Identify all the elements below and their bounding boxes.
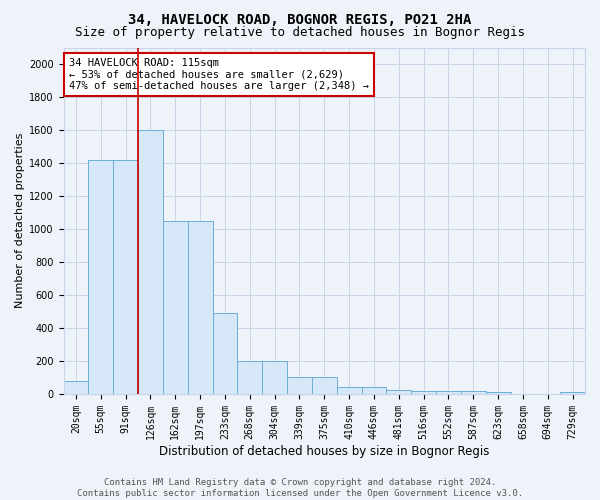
Bar <box>436 392 461 394</box>
Bar <box>386 390 411 394</box>
Bar <box>212 313 238 394</box>
Bar <box>188 220 212 394</box>
Bar <box>362 388 386 394</box>
Y-axis label: Number of detached properties: Number of detached properties <box>15 133 25 308</box>
Text: 34, HAVELOCK ROAD, BOGNOR REGIS, PO21 2HA: 34, HAVELOCK ROAD, BOGNOR REGIS, PO21 2H… <box>128 12 472 26</box>
Bar <box>312 376 337 394</box>
Bar <box>113 160 138 394</box>
X-axis label: Distribution of detached houses by size in Bognor Regis: Distribution of detached houses by size … <box>159 444 490 458</box>
Bar <box>461 392 485 394</box>
Bar <box>411 390 436 394</box>
Bar <box>163 220 188 394</box>
Bar <box>337 388 362 394</box>
Bar <box>485 392 511 394</box>
Text: Size of property relative to detached houses in Bognor Regis: Size of property relative to detached ho… <box>75 26 525 39</box>
Bar <box>287 376 312 394</box>
Bar <box>560 392 585 394</box>
Text: 34 HAVELOCK ROAD: 115sqm
← 53% of detached houses are smaller (2,629)
47% of sem: 34 HAVELOCK ROAD: 115sqm ← 53% of detach… <box>69 58 369 91</box>
Bar <box>138 130 163 394</box>
Bar <box>262 361 287 394</box>
Bar <box>64 381 88 394</box>
Bar <box>88 160 113 394</box>
Text: Contains HM Land Registry data © Crown copyright and database right 2024.
Contai: Contains HM Land Registry data © Crown c… <box>77 478 523 498</box>
Bar <box>238 361 262 394</box>
